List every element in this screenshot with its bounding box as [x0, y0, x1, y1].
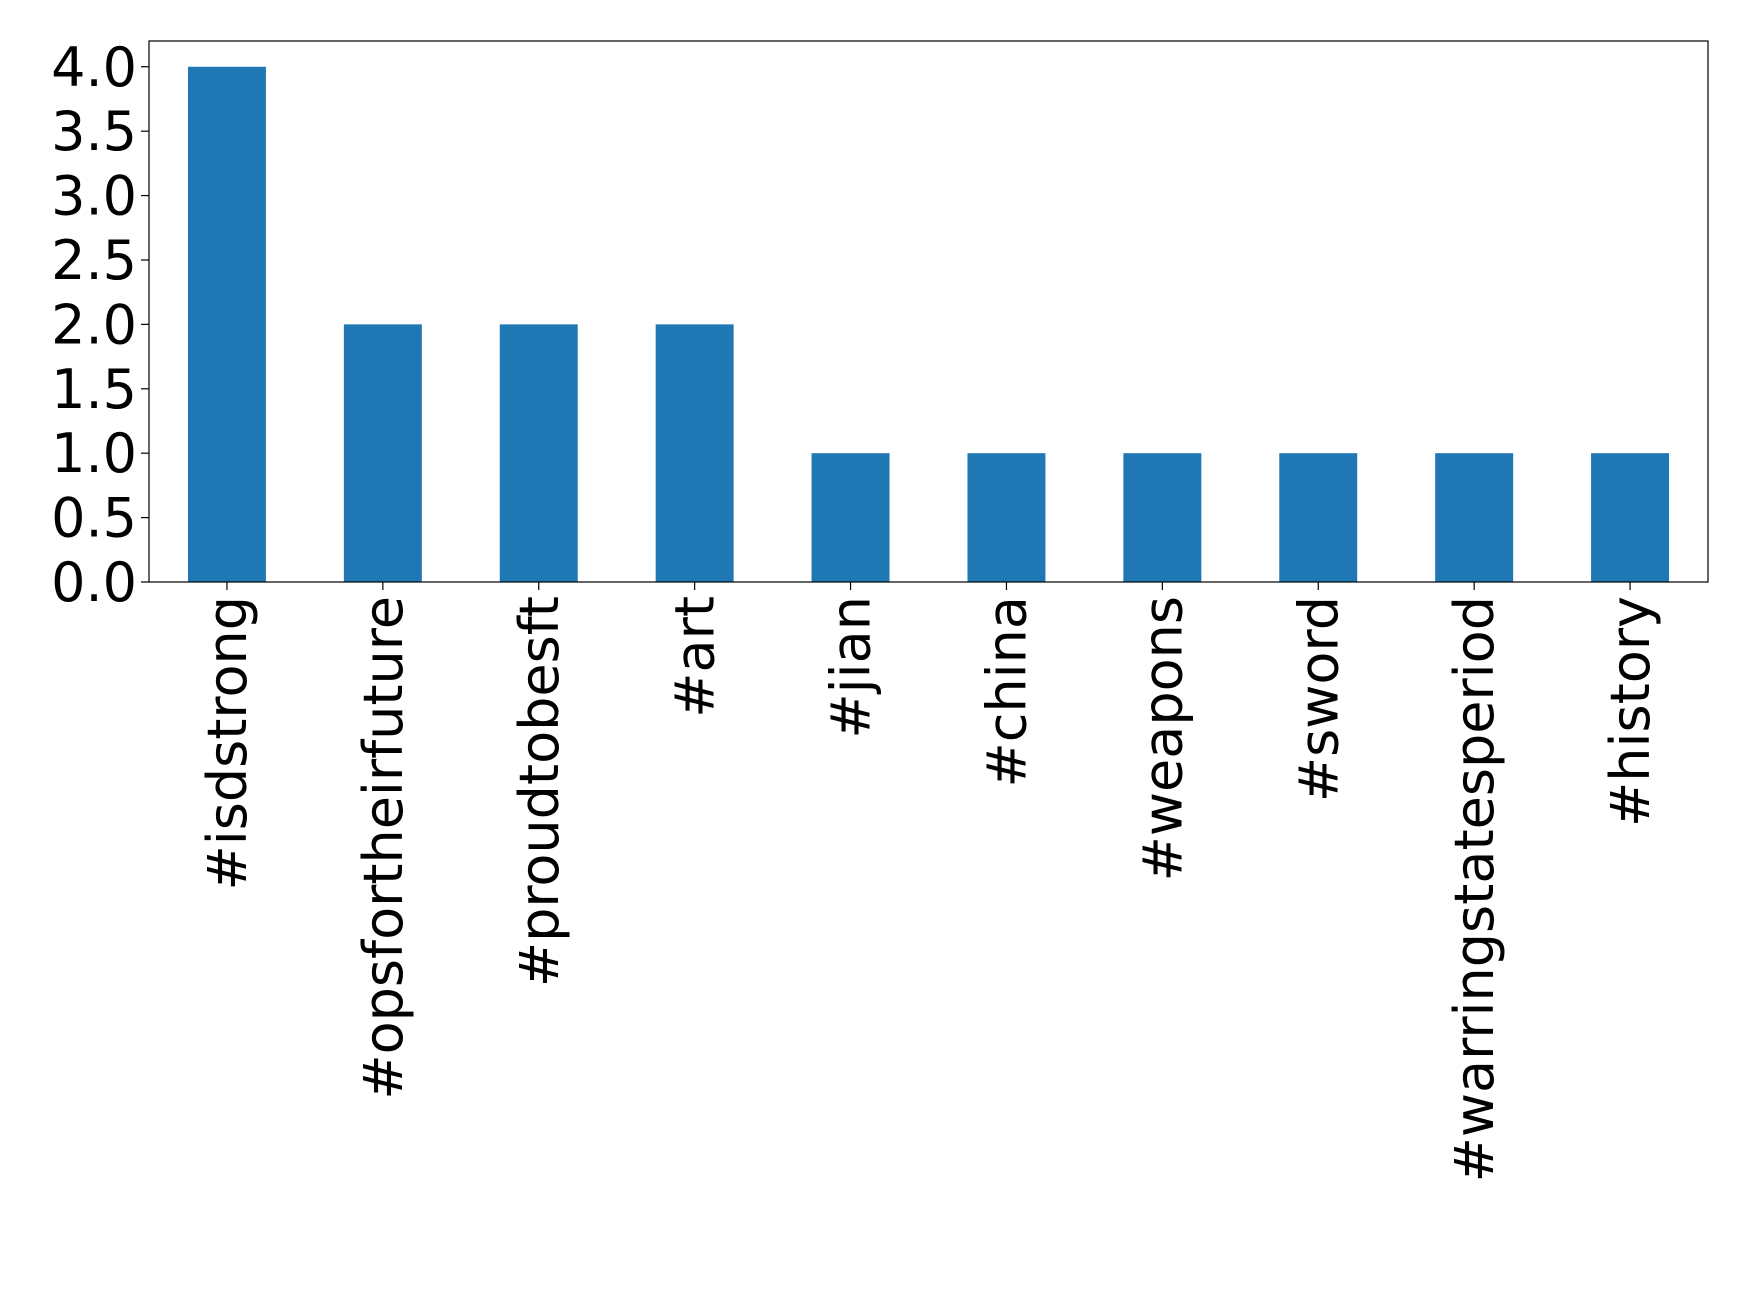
bar: [1591, 453, 1670, 582]
bar: [655, 324, 734, 582]
y-tick-label: 3.5: [51, 100, 137, 163]
plot-frame: [148, 40, 1709, 583]
bar: [1279, 453, 1358, 582]
x-tick-label: #art: [664, 596, 727, 718]
x-tick-label: #opsfortheirfuture: [352, 596, 415, 1100]
y-tick-label: 0.0: [51, 551, 137, 614]
x-tick-label: #proudtobesft: [508, 596, 571, 987]
bar: [1123, 453, 1202, 582]
bar: [1435, 453, 1514, 582]
x-tick-label: #jian: [820, 596, 883, 739]
y-tick-label: 1.0: [51, 422, 137, 485]
y-tick-label: 3.0: [51, 165, 137, 228]
bar: [343, 324, 422, 582]
y-tick-label: 2.0: [51, 293, 137, 356]
y-tick-label: 4.0: [51, 36, 137, 99]
x-tick-label: #isdstrong: [196, 596, 259, 891]
x-tick-label: #history: [1599, 596, 1662, 827]
bar: [967, 453, 1046, 582]
y-tick-label: 1.5: [51, 358, 137, 421]
y-tick-label: 2.5: [51, 229, 137, 292]
x-tick-label: #sword: [1287, 596, 1350, 802]
x-tick-label: #warringstatesperiod: [1443, 596, 1506, 1182]
bar: [187, 66, 266, 582]
bar: [811, 453, 890, 582]
y-tick-label: 0.5: [51, 487, 137, 550]
x-tick-label: #china: [975, 596, 1038, 787]
x-tick-label: #weapons: [1131, 596, 1194, 881]
bar: [499, 324, 578, 582]
